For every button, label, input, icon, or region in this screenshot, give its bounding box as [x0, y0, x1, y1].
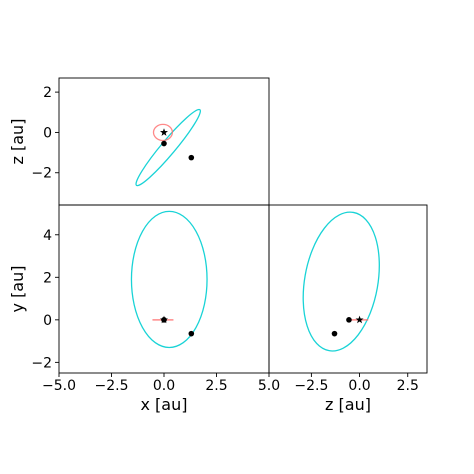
- y-tick-label: 2: [43, 85, 52, 101]
- body-point: [161, 140, 167, 147]
- panel-zy: −2.5 0.0 2.5 z [au]: [268, 204, 428, 414]
- x-tick-label: 2.5: [397, 378, 419, 394]
- star-marker: [355, 315, 364, 324]
- body-point: [188, 154, 195, 161]
- orbit-red-1: [152, 123, 174, 142]
- x-tick-label: 5.0: [258, 378, 280, 394]
- x-tick-label: 2.5: [205, 378, 227, 394]
- y-tick-label: −2: [31, 355, 52, 371]
- x-tick-label: −2.5: [294, 378, 328, 394]
- y-tick-label: 2: [43, 270, 52, 286]
- body-point: [188, 330, 195, 337]
- panel-xy: 4 2 0 −2 −5.0 −2.5 0.0 2.5 5.0 x [au] y [au]: [8, 204, 280, 414]
- body-point: [161, 317, 167, 323]
- y-axis-label: z [au]: [8, 119, 27, 165]
- orbit-cyan-0: [302, 211, 380, 352]
- x-tick-label: −5.0: [42, 378, 76, 394]
- x-tick-label: −2.5: [95, 378, 129, 394]
- star-marker: [160, 128, 168, 136]
- body-point: [346, 317, 352, 323]
- plot-area: [302, 211, 380, 352]
- panel-xz: 2 0 −2z [au]: [8, 77, 270, 206]
- y-tick-label: −2: [31, 166, 52, 182]
- orbit-cyan-0: [135, 108, 202, 187]
- y-tick-label: 0: [43, 313, 52, 329]
- axes-frame: [268, 204, 428, 374]
- x-axis-label: z [au]: [325, 395, 371, 414]
- x-tick-label: 0.0: [348, 378, 370, 394]
- orbit-cyan-0: [130, 210, 208, 349]
- x-axis-label: x [au]: [141, 395, 188, 414]
- plot-area: [135, 108, 202, 187]
- axes-frame: [58, 204, 270, 374]
- plot-area: [130, 210, 208, 349]
- x-tick-label: 0.0: [153, 378, 175, 394]
- y-axis-label: y [au]: [8, 266, 27, 313]
- body-point: [331, 330, 338, 337]
- y-tick-label: 4: [43, 228, 52, 244]
- y-tick-label: 0: [43, 125, 52, 141]
